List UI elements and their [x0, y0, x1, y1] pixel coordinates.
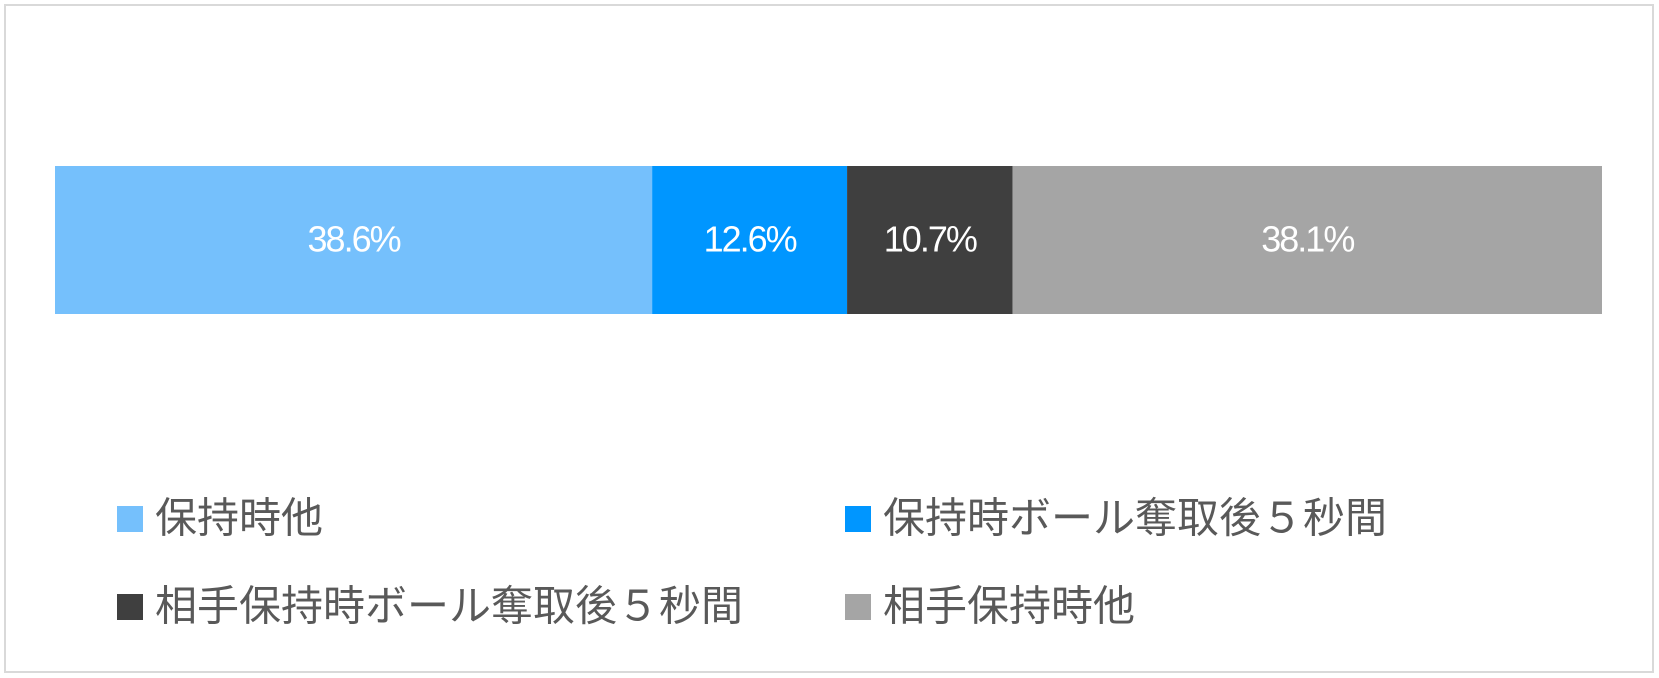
bar-segment: [652, 166, 848, 314]
bar-segment: [55, 166, 653, 314]
bar-segment: [1012, 166, 1602, 314]
legend-label: 相手保持時他: [883, 582, 1135, 631]
value-label: 12.6%: [704, 219, 797, 260]
legend-label: 保持時他: [155, 494, 323, 543]
legend-marker: [845, 506, 871, 532]
value-label: 10.7%: [884, 219, 977, 260]
chart-border: [4, 4, 1654, 673]
bar-segment: [847, 166, 1013, 314]
legend-label: 保持時ボール奪取後５秒間: [883, 494, 1387, 543]
legend-marker: [845, 594, 871, 620]
legend-marker: [117, 594, 143, 620]
legend-label: 相手保持時ボール奪取後５秒間: [155, 582, 743, 631]
value-label: 38.1%: [1261, 219, 1354, 260]
value-label: 38.6%: [308, 219, 401, 260]
legend-marker: [117, 506, 143, 532]
